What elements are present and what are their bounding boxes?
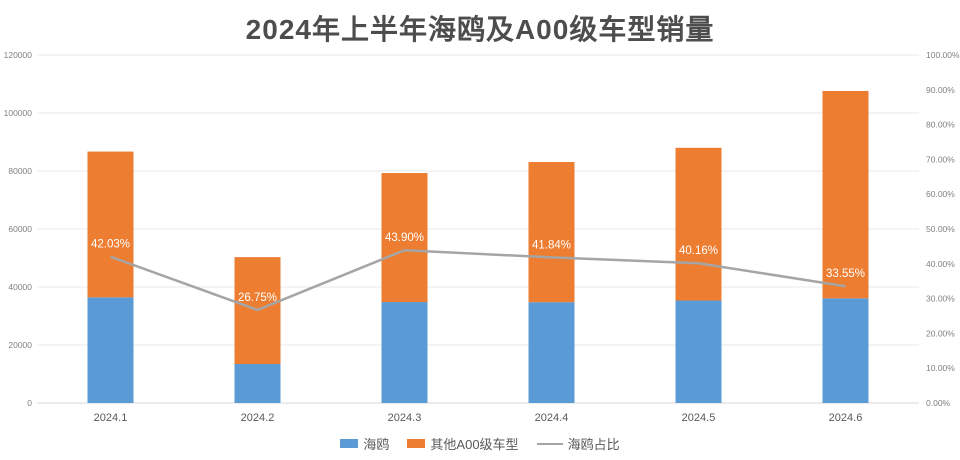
legend-label: 海鸥 [363, 437, 390, 452]
legend-item-海鸥: 海鸥 [340, 434, 389, 453]
y-axis-tick-label: 60000 [8, 224, 32, 234]
bar-segment-海鸥 [675, 300, 722, 403]
bar-segment-海鸥 [822, 298, 869, 403]
y-axis-tick-label: 0 [27, 398, 32, 408]
legend-item-海鸥占比: 海鸥占比 [536, 434, 620, 453]
line-data-label: 40.16% [679, 245, 718, 257]
y2-axis-tick-label: 50.00% [926, 224, 955, 234]
legend-label: 海鸥占比 [567, 437, 620, 452]
y2-axis-tick-label: 90.00% [926, 85, 955, 95]
x-axis-label: 2024.6 [829, 412, 863, 424]
y2-axis-tick-label: 60.00% [926, 189, 955, 199]
legend-line-swatch [536, 442, 563, 445]
bar-segment-海鸥 [528, 302, 575, 403]
y2-axis-tick-label: 100.00% [926, 50, 960, 60]
y-axis-tick-label: 80000 [8, 166, 32, 176]
chart-title: 2024年上半年海鸥及A00级车型销量 [245, 14, 715, 45]
ratio-line [110, 248, 846, 312]
y2-axis-tick-label: 30.00% [926, 294, 955, 304]
y2-axis-tick-label: 40.00% [926, 259, 955, 269]
x-axis-label: 2024.3 [388, 412, 422, 424]
bar-segment-海鸥 [87, 297, 134, 403]
line-data-label: 43.90% [385, 232, 424, 244]
bar-segment-其他A00级车型 [381, 173, 428, 303]
y2-axis-tick-label: 80.00% [926, 120, 955, 130]
line-data-label: 26.75% [238, 292, 277, 304]
y-axis-tick-label: 40000 [8, 282, 32, 292]
bar-segment-其他A00级车型 [675, 147, 722, 301]
line-data-label: 41.84% [532, 239, 571, 251]
y2-axis-tick-label: 70.00% [926, 154, 955, 164]
y2-axis-tick-label: 20.00% [926, 328, 955, 338]
y-axis-tick-label: 120000 [4, 50, 33, 60]
y2-axis-tick-label: 10.00% [926, 363, 955, 373]
bar-segment-其他A00级车型 [822, 90, 869, 299]
x-axis-label: 2024.5 [682, 412, 716, 424]
x-axis-label: 2024.1 [94, 412, 128, 424]
bar-segment-其他A00级车型 [528, 162, 575, 303]
legend-bar-swatch [407, 439, 426, 448]
x-axis-label: 2024.4 [535, 412, 569, 424]
bar-segment-海鸥 [381, 302, 428, 403]
line-data-label: 42.03% [91, 239, 130, 251]
y-axis-tick-label: 100000 [4, 108, 33, 118]
x-axis-label: 2024.2 [241, 412, 275, 424]
legend-item-其他A00级车型: 其他A00级车型 [407, 434, 519, 453]
y-axis-tick-label: 20000 [8, 340, 32, 350]
legend-bar-swatch [340, 439, 359, 448]
line-data-label: 33.55% [826, 268, 865, 280]
bar-segment-其他A00级车型 [87, 151, 134, 298]
legend-label: 其他A00级车型 [430, 437, 519, 452]
chart-legend: 海鸥 其他A00级车型 海鸥占比 [0, 434, 960, 453]
y2-axis-tick-label: 0.00% [926, 398, 951, 408]
bar-segment-海鸥 [234, 363, 281, 403]
